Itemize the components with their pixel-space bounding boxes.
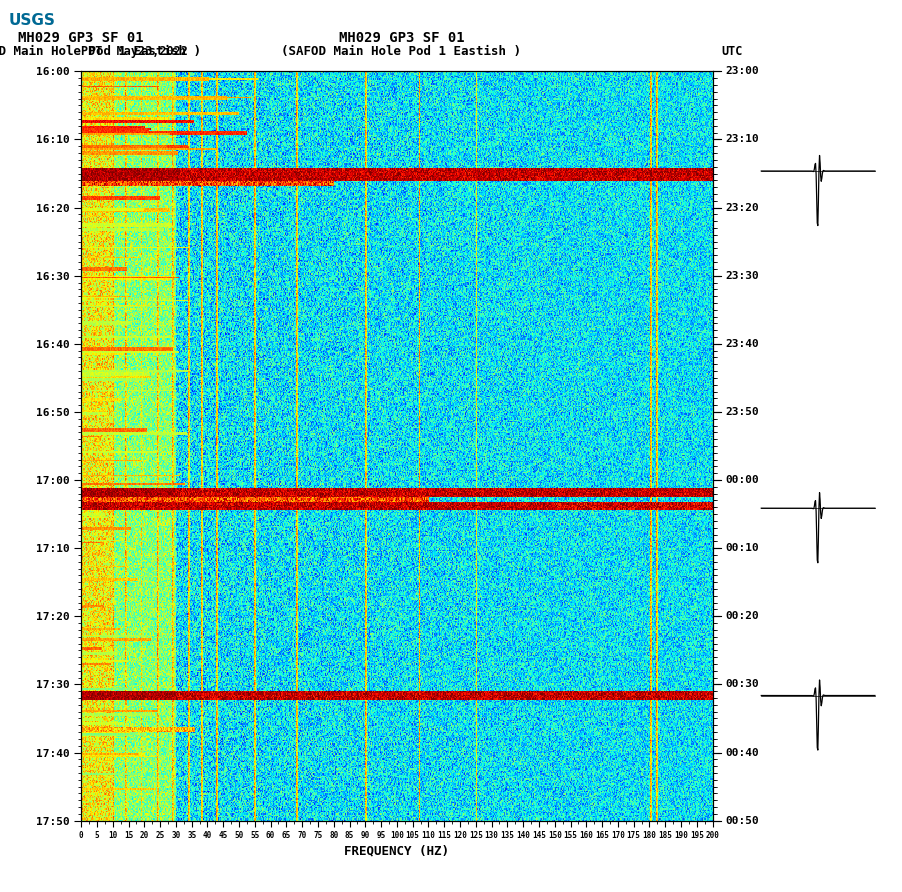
Text: USGS: USGS (9, 13, 56, 29)
Text: MH029 GP3 SF 01: MH029 GP3 SF 01 (18, 31, 144, 45)
Text: 00:50: 00:50 (725, 815, 759, 826)
Text: 23:20: 23:20 (725, 202, 759, 212)
Text: 00:20: 00:20 (725, 611, 759, 622)
Text: MH029 GP3 SF 01: MH029 GP3 SF 01 (338, 31, 465, 45)
Text: 00:30: 00:30 (725, 680, 759, 690)
Text: 23:10: 23:10 (725, 135, 759, 145)
Text: 23:00: 23:00 (725, 66, 759, 77)
Text: 23:50: 23:50 (725, 407, 759, 417)
Text: (SAFOD Main Hole Pod 1 Eastish ): (SAFOD Main Hole Pod 1 Eastish ) (281, 45, 521, 58)
Text: 00:40: 00:40 (725, 747, 759, 757)
Text: 23:40: 23:40 (725, 339, 759, 349)
Text: UTC: UTC (722, 45, 743, 58)
X-axis label: FREQUENCY (HZ): FREQUENCY (HZ) (345, 844, 449, 857)
Text: 23:30: 23:30 (725, 270, 759, 281)
Text: (SAFOD Main Hole Pod 1 Eastish ): (SAFOD Main Hole Pod 1 Eastish ) (0, 45, 201, 58)
Text: 00:00: 00:00 (725, 475, 759, 485)
Text: PDT  May23,2022: PDT May23,2022 (81, 45, 188, 58)
Text: 00:10: 00:10 (725, 543, 759, 553)
